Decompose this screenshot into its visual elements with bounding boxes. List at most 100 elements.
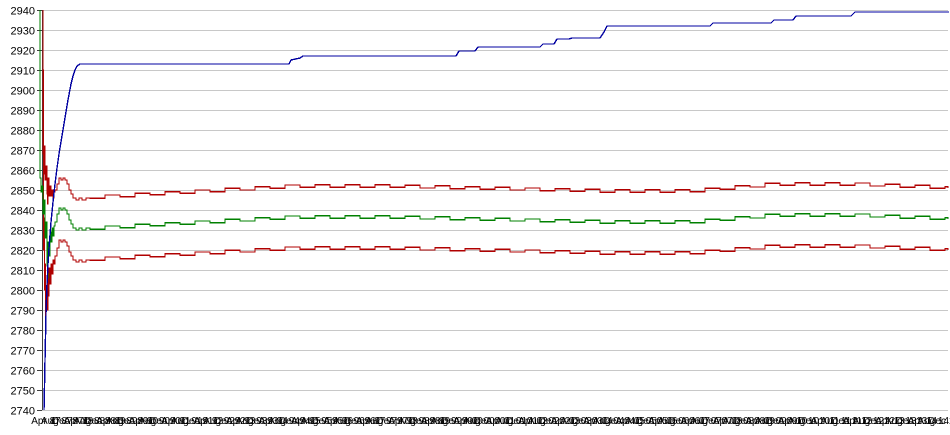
x-axis-tick-label: Aug 95: [301, 416, 333, 427]
x-axis-tick-label: Aug 94: [268, 416, 300, 427]
x-axis-tick-label: Aug 06: [658, 416, 690, 427]
x-axis-tick-label: Apr 88: [64, 416, 94, 427]
x-axis-tick-label: Apr 07: [680, 416, 710, 427]
x-axis-tick-label: Aug 91: [171, 416, 203, 427]
x-axis-tick-label: Apr 05: [615, 416, 645, 427]
x-axis-tick-label: Apr 92: [194, 416, 224, 427]
x-axis-tick-label: Apr 00: [453, 416, 483, 427]
x-axis-tick-label: Dec 97: [376, 416, 408, 427]
x-axis-tick-label: Apr 06: [648, 416, 678, 427]
y-axis-tick-label: 2880: [11, 126, 35, 138]
y-axis-tick-label: 2790: [11, 306, 35, 318]
x-axis-tick-label: Apr 98: [388, 416, 418, 427]
series-red-upper-line: [42, 10, 949, 205]
series-blue-record-line: [43, 11, 949, 411]
x-axis-tick-label: Dec 02: [539, 416, 571, 427]
x-axis-tick-label: Dec 00: [474, 416, 506, 427]
y-axis-tick-label: 2910: [11, 66, 35, 78]
y-axis-tick-label: 2750: [11, 386, 35, 398]
y-axis-tick-label: 2920: [11, 46, 35, 58]
x-axis-tick-label: Aug 96: [333, 416, 365, 427]
x-axis-tick-label: Dec 09: [766, 416, 798, 427]
x-axis-tick-label: Apr 13: [875, 416, 905, 427]
x-axis-tick-label: Apr 02: [518, 416, 548, 427]
x-axis-tick-label: Apr 08: [713, 416, 743, 427]
y-axis-tick-label: 2810: [11, 266, 35, 278]
y-axis-tick-label: 2940: [11, 6, 35, 18]
x-axis-tick-label: Aug 02: [528, 416, 560, 427]
x-axis-tick-label: Dec 92: [214, 416, 246, 427]
x-axis-tick-label: Apr 04: [583, 416, 613, 427]
x-axis-tick-label: Aug 14: [917, 416, 949, 427]
x-axis-tick-label: Dec 99: [441, 416, 473, 427]
x-axis-tick-label: Dec 87: [52, 416, 84, 427]
x-axis-tick-label: Dec 96: [344, 416, 376, 427]
x-axis-tick-label: Apr 11: [811, 416, 840, 427]
x-axis-tick-label: Aug 05: [625, 416, 657, 427]
x-axis-tick-label: Apr 93: [226, 416, 256, 427]
y-axis-tick-label: 2860: [11, 166, 35, 178]
x-axis-tick-label: Dec 89: [117, 416, 149, 427]
x-axis-tick-label: Dec 05: [636, 416, 668, 427]
x-axis-tick-label: Dec 03: [571, 416, 603, 427]
x-axis-tick-label: Aug 89: [106, 416, 138, 427]
x-axis-tick-label: Aug 13: [885, 416, 917, 427]
x-axis-tick-label: Apr 95: [291, 416, 321, 427]
y-axis-tick-label: 2930: [11, 26, 35, 38]
x-axis-tick-label: Dec 98: [409, 416, 441, 427]
y-axis-tick-label: 2840: [11, 206, 35, 218]
x-axis-tick-label: Apr 14: [908, 416, 938, 427]
y-axis-labels: 2940 2930 2920 2910 2900 2890 2880 2870 2860 2850…: [11, 6, 35, 418]
x-axis-tick-label: Aug 09: [755, 416, 787, 427]
x-axis-tick-label: Dec 88: [84, 416, 116, 427]
y-axis-tick-label: 2890: [11, 106, 35, 118]
x-axis-tick-label: Aug 92: [203, 416, 235, 427]
x-axis-tick-label: Aug 12: [852, 416, 884, 427]
y-axis-tick-label: 2760: [11, 366, 35, 378]
y-axis-tick-label: 2820: [11, 246, 35, 258]
x-axis-tick-label: Apr 91: [161, 416, 191, 427]
x-axis-tick-label: Dec 10: [798, 416, 830, 427]
y-axis-tick-label: 2850: [11, 186, 35, 198]
x-axis-tick-label: Aug 00: [463, 416, 495, 427]
x-axis-tick-label: Dec 08: [733, 416, 765, 427]
x-axis-tick-label: Dec 11: [831, 416, 862, 427]
x-axis-tick-label: Aug 11: [820, 416, 851, 427]
x-axis-tick-label: Aug 01: [495, 416, 527, 427]
x-axis-tick-label: Apr 90: [129, 416, 159, 427]
y-axis-tick-label: 2770: [11, 346, 35, 358]
x-axis-tick-label: Dec 94: [279, 416, 311, 427]
x-axis-tick-label: Apr 01: [486, 416, 516, 427]
x-axis-tick-label: Dec 90: [149, 416, 181, 427]
x-axis-tick-label: Aug 99: [430, 416, 462, 427]
x-axis-tick-label: Dec 06: [668, 416, 700, 427]
x-axis-tick-label: Apr 89: [96, 416, 126, 427]
x-axis-tick-label: Dec 13: [896, 416, 928, 427]
y-axis-tick-label: 2780: [11, 326, 35, 338]
x-axis-tick-label: Apr 94: [258, 416, 288, 427]
x-axis-tick-label: Apr 99: [421, 416, 451, 427]
x-axis-tick-label: Apr 03: [551, 416, 581, 427]
y-axis-tick-label: 2830: [11, 226, 35, 238]
x-axis-tick-label: Aug 90: [138, 416, 170, 427]
x-axis-tick-label: Aug 07: [690, 416, 722, 427]
y-axis-tick-label: 2800: [11, 286, 35, 298]
x-axis-tick-label: Dec 14: [928, 416, 950, 427]
x-axis-tick-label: Aug 10: [787, 416, 819, 427]
x-axis-tick-label: Apr 97: [356, 416, 386, 427]
series-green-estimate-line: [39, 10, 949, 279]
x-axis-tick-label: Dec 95: [311, 416, 343, 427]
x-axis-tick-label: Aug 08: [723, 416, 755, 427]
x-axis-tick-label: Aug 98: [398, 416, 430, 427]
x-axis-tick-label: Apr 87: [31, 416, 61, 427]
series-lines: [39, 10, 949, 411]
x-axis-tick-label: Aug 93: [236, 416, 268, 427]
x-axis-tick-label: Apr 09: [745, 416, 775, 427]
gridlines: [42, 10, 948, 411]
y-axis-tick-label: 2900: [11, 86, 35, 98]
x-axis-tick-label: Aug 87: [41, 416, 73, 427]
y-axis-tick-label: 2740: [11, 406, 35, 418]
x-axis-tick-label: Aug 03: [560, 416, 592, 427]
